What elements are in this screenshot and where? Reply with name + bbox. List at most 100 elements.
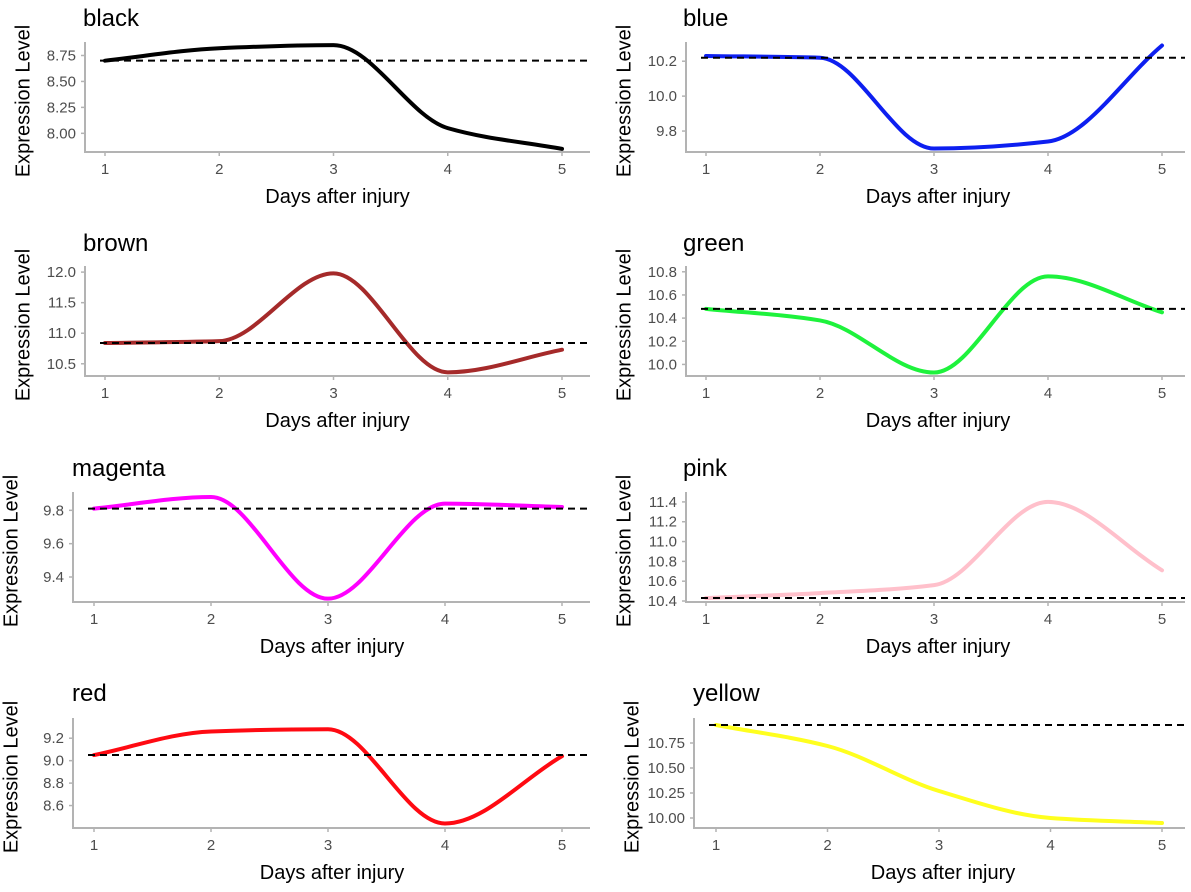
y-tick-label: 10.0	[648, 88, 677, 105]
x-tick-label: 5	[558, 837, 566, 854]
panel-pink: pink 10.4 10.6 10.8 11.0 11.2 11.4 1 2 3 4 5 Days af…	[613, 455, 1185, 658]
x-axis-title: Days after injury	[871, 862, 1016, 884]
panel-red: red 8.6 8.8 9.0 9.2 1 2 3 4 5 Days after injury Exp…	[0, 680, 590, 884]
y-tick-label: 10.0	[648, 356, 677, 373]
y-tick-label: 9.4	[43, 569, 64, 586]
y-tick-label: 8.6	[43, 798, 64, 815]
y-axis-title: Expression Level	[621, 701, 643, 853]
y-tick-label: 11.0	[48, 325, 76, 342]
panel-blue: blue 9.8 10.0 10.2 1 2 3 4 5 Days after injury Exp…	[613, 5, 1185, 208]
series-line-blue	[704, 43, 1164, 151]
x-tick-label: 1	[90, 611, 98, 628]
panel-title: yellow	[693, 680, 760, 707]
y-tick-label: 11.2	[649, 514, 677, 531]
panel-title: blue	[683, 5, 728, 32]
x-tick-label: 3	[930, 385, 938, 402]
x-tick-label: 2	[207, 611, 215, 628]
series-line-pink	[704, 499, 1164, 601]
x-tick-label: 4	[1044, 161, 1052, 178]
series-line-red	[92, 727, 564, 826]
y-tick-label: 8.25	[47, 99, 76, 116]
x-tick-label: 2	[816, 385, 824, 402]
y-tick-label: 10.8	[648, 553, 677, 570]
y-tick-label: 10.6	[648, 287, 677, 304]
x-tick-label: 2	[215, 385, 223, 402]
x-tick-label: 5	[1158, 385, 1166, 402]
x-tick-label: 1	[90, 837, 98, 854]
y-tick-label: 10.50	[647, 760, 685, 777]
x-tick-label: 1	[702, 385, 710, 402]
axis-lines	[72, 718, 590, 829]
x-tick-label: 4	[1046, 837, 1054, 854]
series-line-brown	[103, 271, 564, 375]
x-tick-label: 5	[558, 161, 566, 178]
y-tick-label: 11.0	[649, 534, 677, 551]
x-axis-title: Days after injury	[260, 636, 405, 658]
y-tick-label: 11.5	[48, 295, 76, 312]
panel-title: green	[683, 230, 744, 257]
y-axis-title: Expression Level	[613, 25, 635, 177]
panel-title: pink	[683, 455, 728, 482]
axis-lines	[685, 492, 1185, 603]
y-axis-title: Expression Level	[613, 475, 635, 627]
x-tick-label: 2	[207, 837, 215, 854]
x-tick-label: 5	[1158, 611, 1166, 628]
x-tick-label: 3	[324, 611, 332, 628]
x-tick-label: 5	[1158, 161, 1166, 178]
x-tick-label: 4	[1044, 385, 1052, 402]
x-tick-label: 1	[702, 161, 710, 178]
x-tick-label: 3	[329, 161, 337, 178]
y-tick-label: 8.75	[47, 47, 76, 64]
x-tick-label: 4	[444, 385, 452, 402]
y-tick-label: 10.6	[648, 573, 677, 590]
axis-lines	[685, 266, 1185, 377]
y-tick-label: 10.75	[647, 735, 685, 752]
x-tick-label: 5	[558, 385, 566, 402]
y-tick-label: 9.2	[43, 730, 64, 747]
x-tick-label: 2	[816, 611, 824, 628]
y-tick-label: 10.25	[647, 785, 685, 802]
y-tick-label: 8.00	[47, 125, 76, 142]
panel-title: black	[83, 5, 140, 32]
y-tick-label: 10.00	[647, 810, 685, 827]
x-axis-title: Days after injury	[265, 186, 410, 208]
x-tick-label: 1	[101, 385, 109, 402]
series-line-green	[704, 274, 1164, 375]
x-tick-label: 3	[930, 161, 938, 178]
y-tick-label: 9.0	[43, 753, 64, 770]
x-tick-label: 4	[1044, 611, 1052, 628]
y-tick-label: 10.2	[648, 333, 677, 350]
x-axis-title: Days after injury	[265, 410, 410, 432]
y-axis-title: Expression Level	[613, 249, 635, 401]
x-tick-label: 5	[558, 611, 566, 628]
series-line-magenta	[92, 495, 564, 601]
panel-title: brown	[83, 230, 148, 257]
x-tick-label: 1	[101, 161, 109, 178]
x-tick-label: 2	[215, 161, 223, 178]
y-tick-label: 10.8	[648, 264, 677, 281]
y-tick-label: 9.8	[656, 123, 677, 140]
x-tick-label: 4	[444, 161, 452, 178]
y-tick-label: 10.4	[648, 593, 677, 610]
x-tick-label: 2	[816, 161, 824, 178]
y-tick-label: 10.5	[47, 356, 76, 373]
y-tick-label: 10.2	[648, 53, 677, 70]
axis-lines	[693, 718, 1185, 829]
series-line-yellow	[714, 723, 1164, 825]
y-tick-label: 8.50	[47, 73, 76, 90]
x-tick-label: 4	[441, 611, 449, 628]
y-tick-label: 11.4	[649, 494, 677, 511]
y-tick-label: 8.8	[43, 775, 64, 792]
y-axis-title: Expression Level	[0, 701, 22, 853]
y-tick-label: 9.8	[43, 502, 64, 519]
panel-black: black 8.00 8.25 8.50 8.75 1 2 3 4 5 Days after inj…	[12, 5, 590, 208]
y-axis-title: Expression Level	[12, 249, 34, 401]
axis-lines	[685, 42, 1185, 153]
x-tick-label: 4	[441, 837, 449, 854]
x-tick-label: 5	[1158, 837, 1166, 854]
x-tick-label: 2	[823, 837, 831, 854]
panel-brown: brown 10.5 11.0 11.5 12.0 1 2 3 4 5 Days after inj…	[12, 230, 590, 432]
x-tick-label: 3	[935, 837, 943, 854]
y-tick-label: 9.6	[43, 536, 64, 553]
